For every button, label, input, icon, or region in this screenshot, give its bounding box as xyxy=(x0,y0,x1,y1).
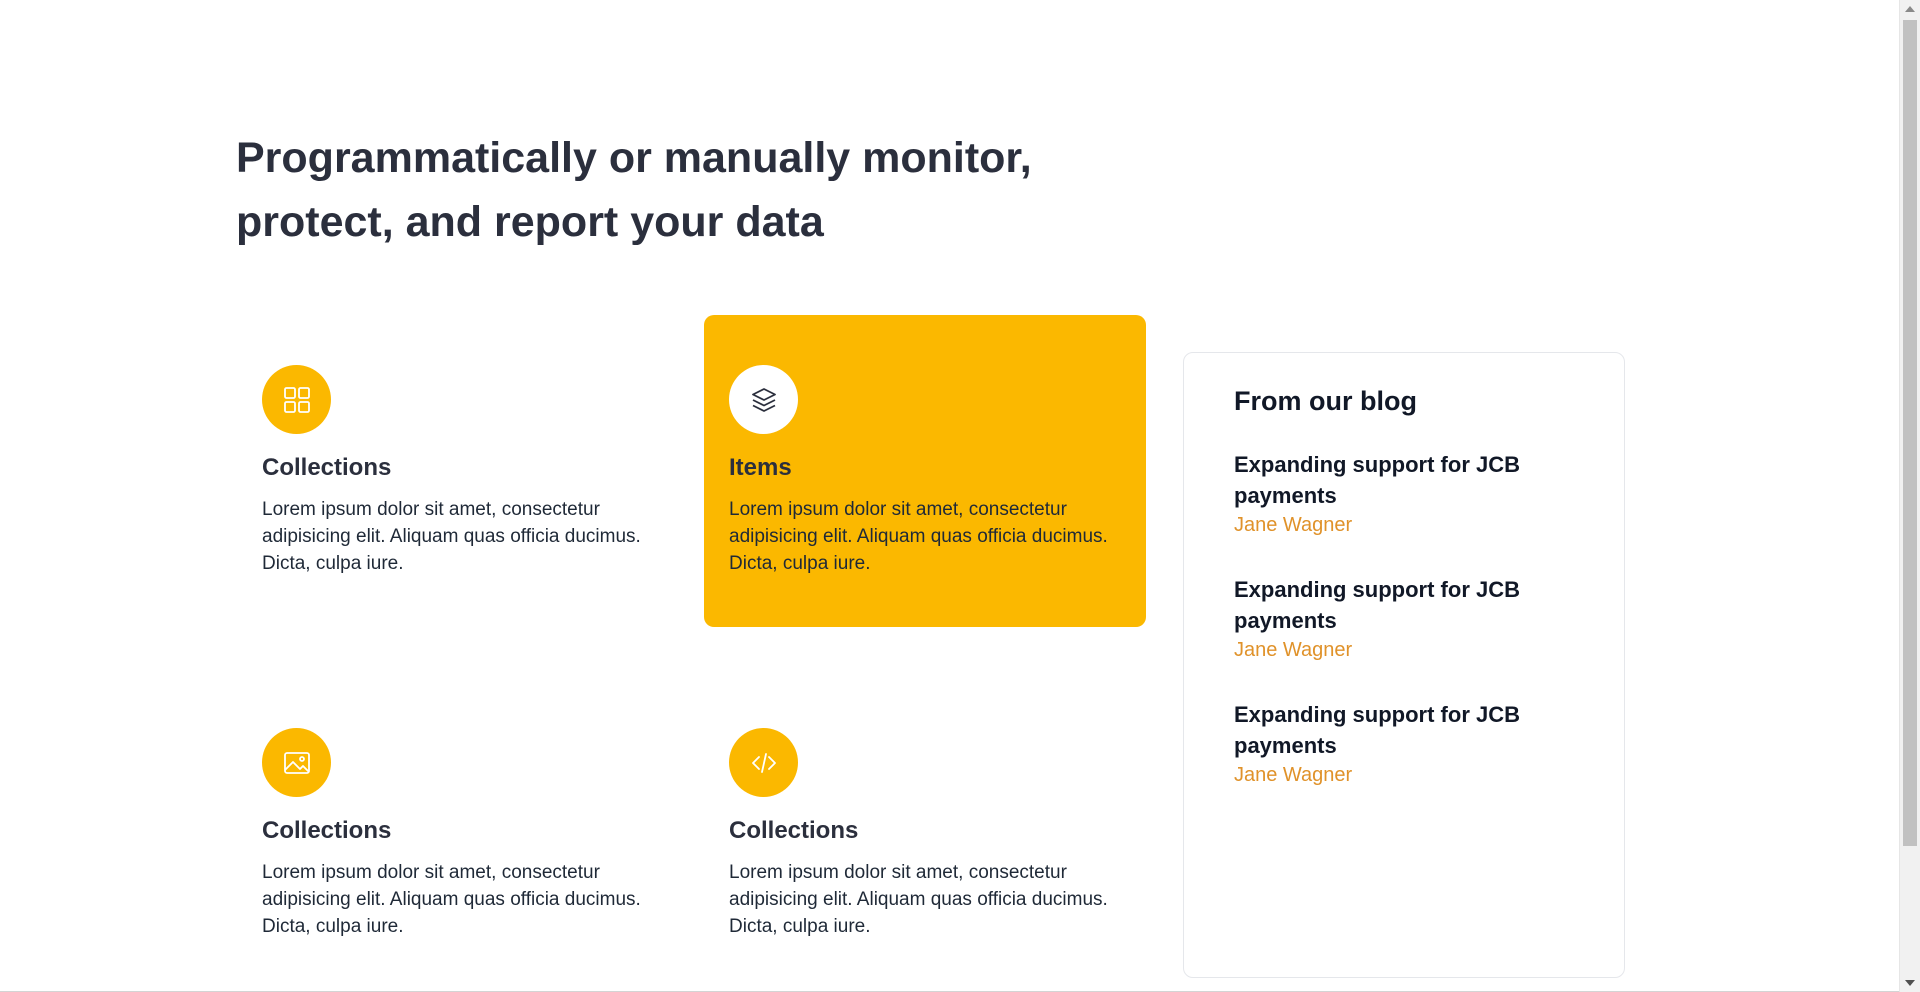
blog-post-title[interactable]: Expanding support for JCB payments xyxy=(1234,577,1520,633)
blog-post-title[interactable]: Expanding support for JCB payments xyxy=(1234,452,1520,508)
scrollbar-thumb[interactable] xyxy=(1903,20,1917,846)
feature-description: Lorem ipsum dolor sit amet, consectetur … xyxy=(729,862,1108,937)
feature-description: Lorem ipsum dolor sit amet, consectetur … xyxy=(262,499,641,574)
blog-post[interactable]: Expanding support for JCB payments Jane … xyxy=(1234,574,1574,664)
blog-title: From our blog xyxy=(1234,386,1417,416)
feature-description: Lorem ipsum dolor sit amet, consectetur … xyxy=(729,499,1108,574)
code-icon xyxy=(729,728,798,797)
scroll-down-arrow-icon[interactable] xyxy=(1905,980,1915,986)
feature-title: Collections xyxy=(729,817,859,844)
feature-card-collections-3[interactable]: Collections Lorem ipsum dolor sit amet, … xyxy=(704,678,1146,990)
feature-card-items[interactable]: Items Lorem ipsum dolor sit amet, consec… xyxy=(704,315,1146,627)
vertical-scrollbar[interactable] xyxy=(1899,0,1920,992)
scroll-up-arrow-icon[interactable] xyxy=(1905,6,1915,12)
feature-description: Lorem ipsum dolor sit amet, consectetur … xyxy=(262,862,641,937)
feature-title: Items xyxy=(729,454,792,481)
feature-card-collections-2[interactable]: Collections Lorem ipsum dolor sit amet, … xyxy=(237,678,679,990)
blog-post-author[interactable]: Jane Wagner xyxy=(1234,639,1353,661)
feature-title: Collections xyxy=(262,454,392,481)
blog-post-author[interactable]: Jane Wagner xyxy=(1234,764,1353,786)
feature-title: Collections xyxy=(262,817,392,844)
blog-panel: From our blog Expanding support for JCB … xyxy=(1183,352,1625,978)
layers-icon xyxy=(729,365,798,434)
page-headline: Programmatically or manually monitor, pr… xyxy=(236,134,1032,246)
feature-card-collections[interactable]: Collections Lorem ipsum dolor sit amet, … xyxy=(237,315,679,627)
grid-icon xyxy=(262,365,331,434)
image-icon xyxy=(262,728,331,797)
blog-post-author[interactable]: Jane Wagner xyxy=(1234,514,1353,536)
blog-post[interactable]: Expanding support for JCB payments Jane … xyxy=(1234,699,1574,789)
blog-post[interactable]: Expanding support for JCB payments Jane … xyxy=(1234,449,1574,539)
blog-post-title[interactable]: Expanding support for JCB payments xyxy=(1234,702,1520,758)
